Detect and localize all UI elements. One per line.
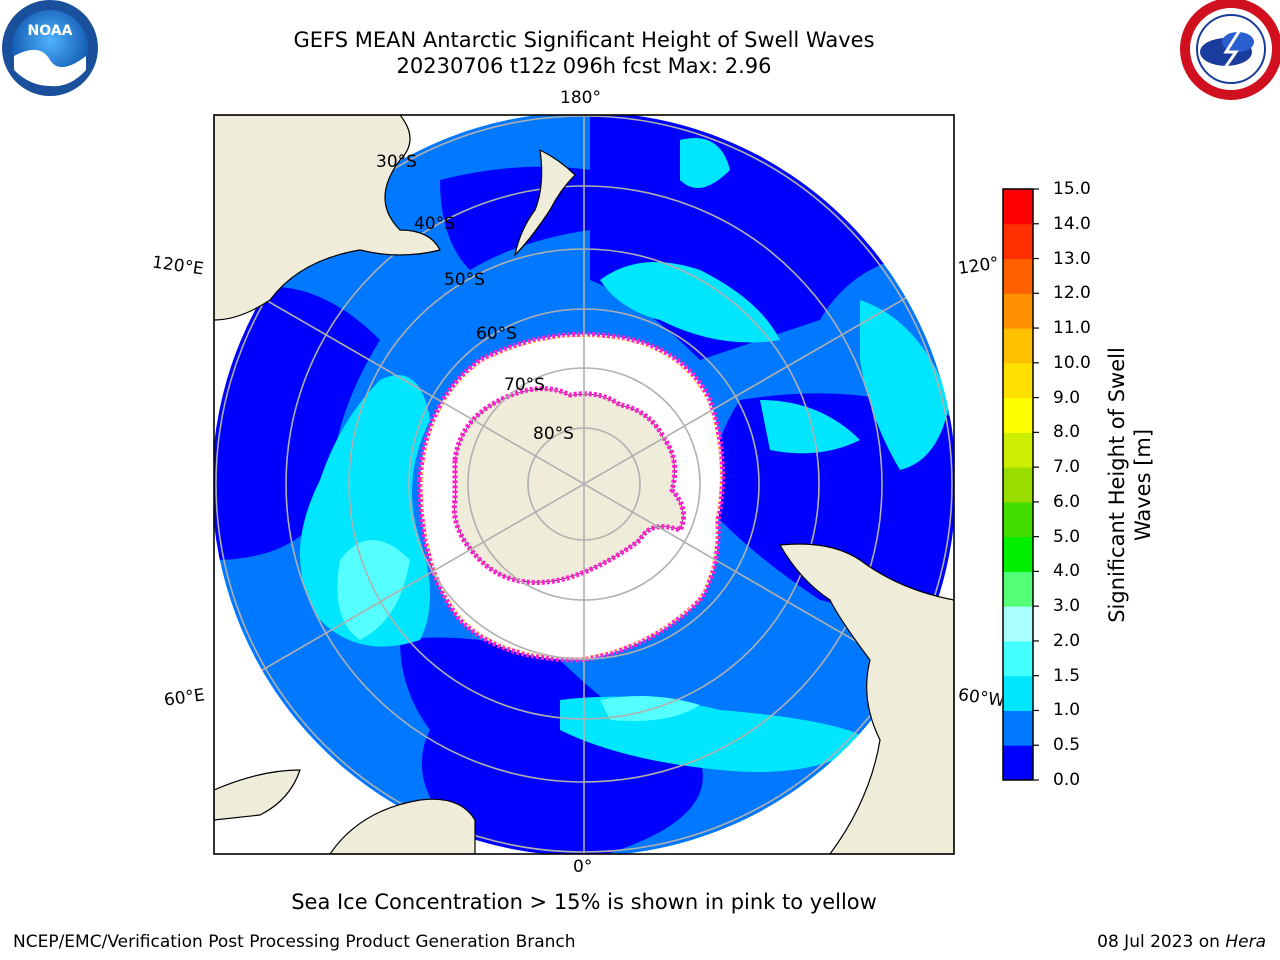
colorbar-tick-label: 14.0	[1053, 213, 1091, 234]
colorbar-tick-label: 0.5	[1053, 735, 1081, 756]
colorbar-tick-label: 6.0	[1053, 491, 1081, 512]
date-host: Hera	[1225, 932, 1266, 952]
map-area	[214, 115, 954, 854]
new-zealand-land	[514, 148, 576, 257]
noaa-logo: NOAA	[2, 0, 98, 96]
map-frame	[213, 114, 955, 855]
graticule	[214, 115, 954, 854]
lat-label-40s: 40°S	[414, 214, 455, 234]
colorbar-tick-label: 3.0	[1053, 596, 1081, 617]
colorbar-tick-label: 13.0	[1053, 248, 1091, 269]
noaa-logo-text: NOAA	[28, 23, 73, 39]
date-text: 08 Jul 2023 on Hera	[1097, 932, 1266, 952]
colorbar-label-line2: Waves [m]	[1131, 428, 1155, 542]
colorbar-bin	[1003, 467, 1033, 503]
colorbar-bin	[1003, 328, 1033, 364]
australia-land	[214, 115, 441, 321]
lat-label-30s: 30°S	[376, 152, 417, 172]
colorbar-bin	[1003, 362, 1033, 399]
colorbar-tick-marks	[1033, 188, 1039, 781]
colorbar-tick-label: 1.0	[1053, 700, 1081, 721]
colorbar-tick-label: 7.0	[1053, 457, 1081, 478]
colorbar-tick-label: 8.0	[1053, 422, 1081, 443]
sea-ice-edge	[421, 335, 722, 659]
colorbar-bin	[1003, 710, 1033, 746]
colorbar-bin	[1003, 189, 1033, 225]
colorbar-bin	[1003, 640, 1033, 677]
ocean-disk	[214, 115, 954, 854]
date-prefix: 08 Jul 2023 on	[1097, 932, 1226, 952]
colorbar-tick-label: 10.0	[1053, 352, 1091, 373]
south-america-land	[779, 543, 954, 854]
colorbar-tick-label: 4.0	[1053, 561, 1081, 582]
colorbar-tick-label: 12.0	[1053, 283, 1091, 304]
colorbar-tick-label: 1.5	[1053, 665, 1081, 686]
sea-ice-note: Sea Ice Concentration > 15% is shown in …	[291, 890, 877, 914]
chart-title: GEFS MEAN Antarctic Significant Height o…	[293, 28, 875, 52]
colorbar-label: Significant Height of Swell Waves [m]	[1104, 347, 1156, 623]
colorbar-label-line1: Significant Height of Swell	[1105, 347, 1129, 623]
colorbar-bin	[1003, 501, 1033, 538]
colorbar-bin	[1003, 745, 1033, 781]
colorbar-frame	[1002, 188, 1034, 781]
colorbar-bin	[1003, 571, 1033, 607]
lat-label-60s: 60°S	[476, 324, 517, 344]
colorbar-tick-label: 15.0	[1053, 179, 1091, 199]
nws-logo	[1180, 0, 1280, 100]
colorbar-bin	[1003, 397, 1033, 433]
lon-label-180: 180°	[560, 88, 601, 108]
lat-label-50s: 50°S	[444, 270, 485, 290]
lat-label-80s: 80°S	[533, 424, 574, 444]
colorbar-tick-label: 9.0	[1053, 387, 1081, 408]
colorbar-scale	[1003, 189, 1033, 781]
credit-text: NCEP/EMC/Verification Post Processing Pr…	[13, 932, 576, 952]
colorbar-bin	[1003, 432, 1033, 468]
colorbar-bin	[1003, 293, 1033, 329]
colorbar-bin	[1003, 258, 1033, 294]
continents	[214, 115, 954, 854]
lat-label-70s: 70°S	[504, 375, 545, 395]
chart-subtitle: 20230706 t12z 096h fcst Max: 2.96	[396, 54, 772, 78]
africa-land	[329, 798, 476, 854]
colorbar-bin	[1003, 675, 1033, 711]
madagascar-land	[214, 769, 301, 821]
lon-label-0: 0°	[573, 857, 593, 877]
colorbar-tick-label: 2.0	[1053, 630, 1081, 651]
colorbar-tick-label: 11.0	[1053, 318, 1091, 339]
sea-ice-ring	[417, 331, 725, 663]
colorbar-tick-label: 0.0	[1053, 770, 1081, 790]
colorbar-bin	[1003, 223, 1033, 260]
colorbar-bin	[1003, 606, 1033, 642]
colorbar-tick-label: 5.0	[1053, 526, 1081, 547]
colorbar-bin	[1003, 536, 1033, 572]
